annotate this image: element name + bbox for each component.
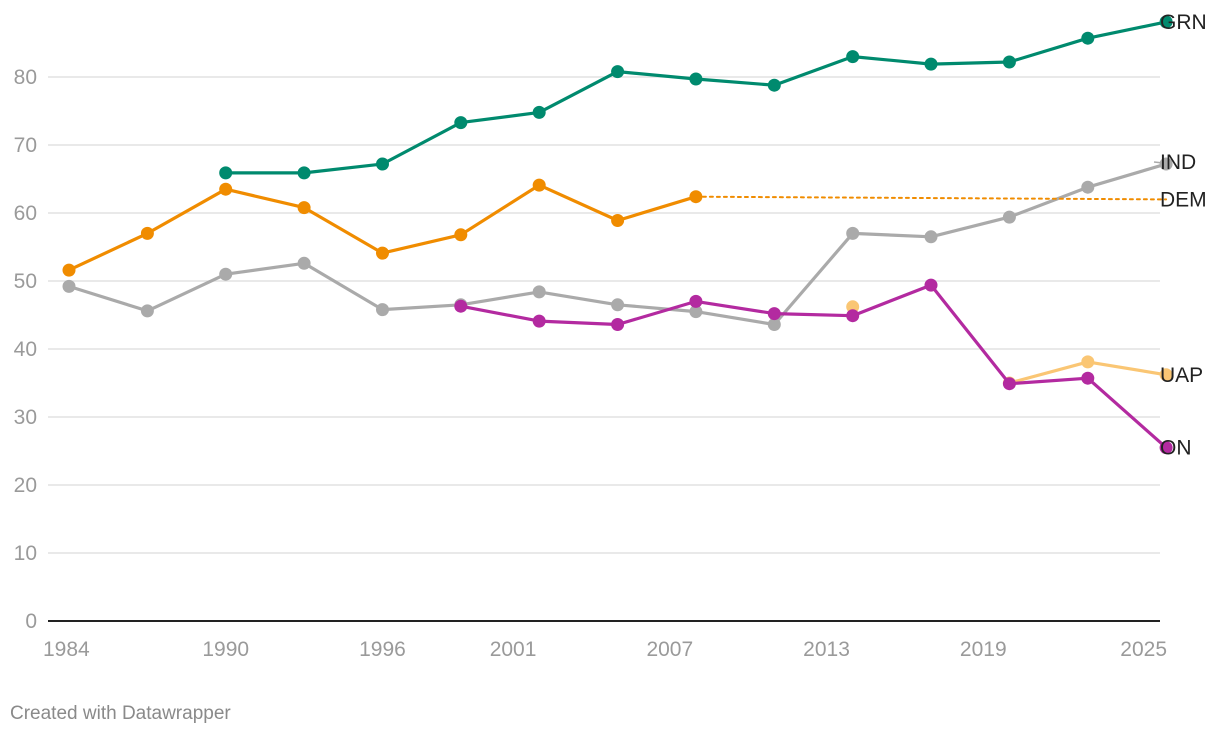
x-tick-label: 2019: [960, 638, 1007, 661]
data-point-ind: [924, 230, 938, 244]
data-point-uap: [1159, 368, 1173, 382]
data-point-grn: [611, 65, 625, 79]
y-tick-label: 80: [14, 66, 37, 89]
data-point-on: [611, 318, 625, 331]
series-on: [454, 278, 1173, 455]
data-point-on: [1002, 377, 1016, 391]
data-point-dem: [62, 263, 76, 277]
data-point-dem: [297, 201, 311, 215]
series-dem-projection: [694, 195, 1168, 201]
data-point-uap: [1081, 355, 1095, 369]
data-point-grn: [1002, 55, 1016, 69]
data-point-dem: [611, 214, 625, 227]
y-tick-label: 10: [14, 542, 37, 565]
series-label-on: ON: [1160, 437, 1192, 460]
data-point-ind: [767, 318, 781, 331]
data-point-on: [532, 314, 546, 328]
data-point-dem: [454, 228, 468, 242]
data-point-on: [1159, 441, 1173, 455]
data-point-ind: [611, 298, 625, 312]
data-point-ind: [62, 279, 76, 293]
data-point-ind: [689, 305, 703, 319]
x-tick-label: 2025: [1120, 638, 1167, 661]
data-point-ind: [140, 304, 154, 318]
data-point-grn: [297, 166, 311, 180]
chart-gridlines: [48, 76, 1160, 622]
x-tick-label: 2001: [490, 638, 537, 661]
data-point-grn: [219, 166, 233, 180]
x-axis: 1984 1990 1996 2001 2007 2013 2019 2025: [43, 638, 1167, 661]
chart-series: [62, 15, 1173, 455]
data-point-grn: [1159, 15, 1173, 29]
series-line-grn: [224, 20, 1168, 175]
data-point-grn: [376, 157, 389, 171]
series-label-dem: DEM: [1160, 188, 1207, 211]
line-chart: 1984 1990 1996 2001 2007 2013 2019 2025 0 10 20 30…: [14, 11, 1207, 661]
y-tick-label: 60: [14, 202, 37, 225]
data-point-ind: [376, 303, 389, 317]
data-point-grn: [767, 78, 781, 92]
data-point-ind: [846, 226, 860, 240]
data-point-on: [689, 294, 703, 308]
data-point-dem: [532, 178, 546, 192]
data-point-ind: [1002, 210, 1016, 224]
series-line-on: [459, 283, 1168, 450]
x-tick-label: 2013: [803, 638, 850, 661]
x-tick-label: 2007: [646, 638, 693, 661]
data-point-on: [924, 278, 938, 292]
data-point-dem: [219, 182, 233, 196]
series-labels: GRN IND DEM UAP ON: [1153, 11, 1207, 460]
data-point-on: [1081, 371, 1095, 385]
data-point-grn: [1081, 31, 1095, 45]
y-axis: 0 10 20 30 40 50 60 70 80: [14, 66, 37, 633]
y-tick-label: 20: [14, 474, 37, 497]
data-point-grn: [924, 57, 938, 71]
data-point-ind: [297, 256, 311, 270]
data-point-grn: [846, 50, 860, 64]
data-point-dem: [376, 246, 389, 260]
y-tick-label: 0: [25, 610, 37, 633]
y-tick-label: 30: [14, 406, 37, 429]
data-point-ind: [219, 267, 233, 281]
x-tick-label: 1984: [43, 638, 90, 661]
data-point-ind: [1081, 180, 1095, 194]
series-label-uap: UAP: [1160, 364, 1203, 387]
y-tick-label: 70: [14, 134, 37, 157]
series-label-grn: GRN: [1160, 11, 1207, 34]
data-point-dem: [140, 226, 154, 240]
data-point-uap: [846, 300, 860, 314]
data-point-ind: [532, 285, 546, 299]
data-point-grn: [454, 116, 468, 130]
data-point-on: [767, 307, 781, 321]
y-tick-label: 50: [14, 270, 37, 293]
series-line-dem-projection: [694, 195, 1168, 201]
series-uap: [846, 300, 1173, 390]
series-ind: [62, 157, 1173, 331]
x-tick-label: 1990: [202, 638, 249, 661]
data-point-on: [454, 299, 468, 313]
data-point-grn: [689, 72, 703, 86]
datawrapper-credit: Created with Datawrapper: [10, 703, 231, 724]
data-point-on: [846, 309, 860, 323]
y-tick-label: 40: [14, 338, 37, 361]
series-label-ind: IND: [1160, 151, 1196, 174]
data-point-grn: [532, 105, 546, 119]
x-tick-label: 1996: [359, 638, 406, 661]
series-dem: [62, 178, 703, 277]
label-connector: [1153, 161, 1173, 165]
series-grn: [219, 15, 1173, 180]
